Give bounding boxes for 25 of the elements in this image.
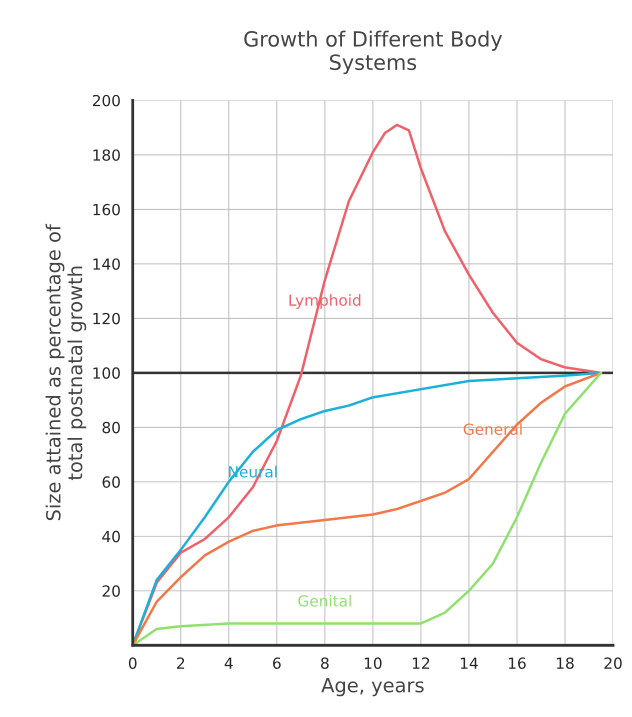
y-tick-label: 80 [102,422,120,434]
x-tick-label: 0 [128,657,137,669]
y-tick-label: 60 [102,476,120,488]
chart-title: Growth of Different Body Systems [244,30,502,74]
y-tick-label: 20 [102,585,120,597]
x-tick-label: 10 [364,657,382,669]
series-label: Genital [298,594,351,607]
x-tick-label: 14 [460,658,478,669]
y-tick-label: 200 [92,94,120,106]
y-tick-label: 180 [93,149,120,161]
x-tick-label: 8 [321,657,329,669]
y-tick-label: 140 [93,258,120,270]
x-axis-title: Age, years [321,678,424,696]
y-tick-label: 40 [102,530,120,542]
y-tick-label: 100 [93,367,120,379]
x-tick-label: 2 [177,657,184,669]
x-tick-label: 6 [273,657,281,669]
y-tick-label: 160 [93,204,120,216]
y-tick-label: 120 [93,312,120,324]
y-axis-title: Size attained as percentage of total postnatal growth [46,224,86,520]
x-tick-label: 20 [604,657,622,669]
x-tick-label: 16 [508,657,526,669]
x-tick-label: 4 [224,658,233,669]
x-tick-label: 12 [412,657,430,669]
x-tick-label: 18 [556,657,574,669]
